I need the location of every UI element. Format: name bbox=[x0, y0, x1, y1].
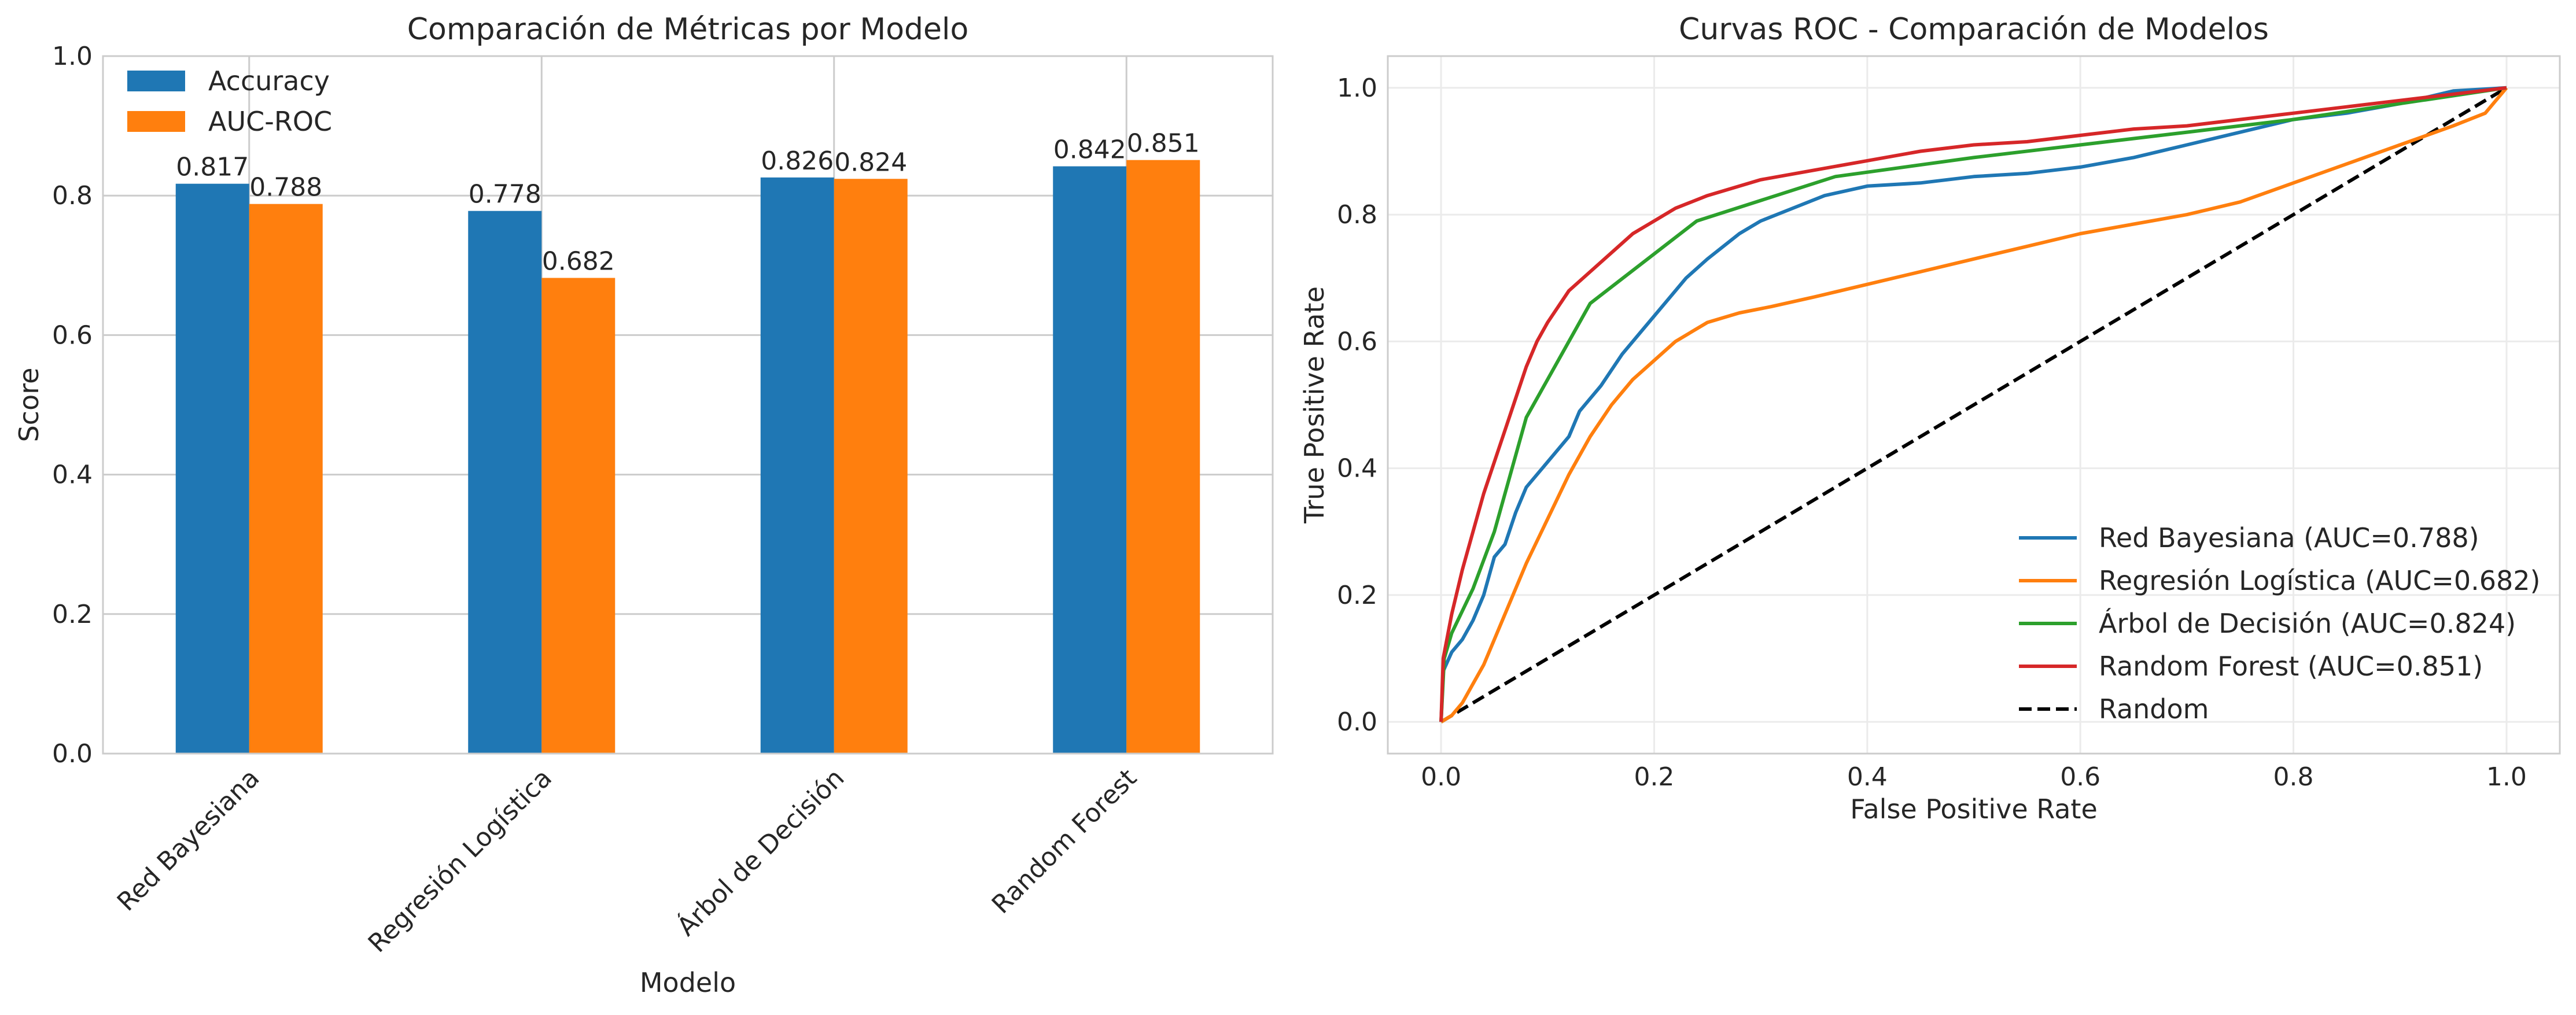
bar-y-ticks: 0.0 0.2 0.4 0.6 0.8 1.0 bbox=[52, 42, 93, 769]
bar-accuracy bbox=[175, 183, 249, 754]
bar-y-tick-label: 0.6 bbox=[52, 320, 93, 350]
roc-y-tick-label: 0.2 bbox=[1337, 581, 1377, 610]
roc-x-axis-label: False Positive Rate bbox=[1850, 793, 2098, 825]
roc-y-tick-label: 0.6 bbox=[1337, 327, 1377, 356]
bar-legend-label: AUC-ROC bbox=[208, 106, 332, 137]
roc-y-ticks: 0.0 0.2 0.4 0.6 0.8 1.0 bbox=[1337, 73, 1377, 737]
roc-x-tick-label: 1.0 bbox=[2486, 762, 2527, 792]
bar-data-label: 0.788 bbox=[249, 173, 322, 202]
bar-data-label: 0.842 bbox=[1053, 135, 1126, 165]
roc-x-tick-label: 0.0 bbox=[1421, 762, 1461, 792]
bar-data-label: 0.824 bbox=[834, 147, 907, 177]
bar-plot-frame bbox=[102, 55, 1274, 755]
bar-y-tick-label: 0.4 bbox=[52, 460, 93, 490]
roc-legend-label: Regresión Logística (AUC=0.682) bbox=[2099, 565, 2540, 596]
roc-chart: Curvas ROC - Comparación de Modelos 0.00… bbox=[1299, 12, 2561, 825]
bar-data-label: 0.851 bbox=[1127, 129, 1200, 158]
roc-y-tick-label: 0.8 bbox=[1337, 200, 1377, 230]
roc-chart-title: Curvas ROC - Comparación de Modelos bbox=[1679, 12, 2269, 47]
roc-x-tick-label: 0.2 bbox=[1634, 762, 1674, 792]
bar-auc-roc bbox=[541, 278, 616, 754]
bar-y-tick-label: 0.8 bbox=[52, 181, 93, 211]
bar-y-tick-label: 0.2 bbox=[52, 600, 93, 629]
roc-line bbox=[1440, 86, 2508, 724]
bar-accuracy bbox=[468, 211, 542, 754]
bar-auc-roc bbox=[249, 204, 323, 754]
roc-legend-label: Random bbox=[2099, 693, 2209, 725]
roc-legend: Red Bayesiana (AUC=0.788) Regresión Logís… bbox=[2019, 522, 2540, 725]
roc-line bbox=[1439, 86, 2507, 722]
bar-legend-label: Accuracy bbox=[208, 65, 330, 97]
bar-legend: Accuracy AUC-ROC bbox=[127, 65, 332, 137]
bar-chart-title: Comparación de Métricas por Modelo bbox=[407, 12, 969, 47]
roc-x-tick-label: 0.8 bbox=[2273, 762, 2314, 792]
bar-legend-swatch bbox=[127, 71, 185, 91]
roc-y-tick-label: 0.4 bbox=[1337, 454, 1377, 483]
bar-accuracy bbox=[760, 177, 834, 754]
roc-x-tick-label: 0.6 bbox=[2060, 762, 2100, 792]
roc-plot-frame bbox=[1387, 55, 2561, 755]
roc-grid bbox=[1388, 56, 2560, 754]
bar-data-label: 0.778 bbox=[469, 180, 541, 209]
bar-y-axis-label: Score bbox=[13, 368, 45, 442]
roc-legend-label: Red Bayesiana (AUC=0.788) bbox=[2099, 522, 2479, 553]
bar-auc-roc bbox=[1126, 160, 1200, 754]
roc-legend-label: Random Forest (AUC=0.851) bbox=[2099, 651, 2483, 682]
bar-bars bbox=[175, 160, 1200, 754]
roc-y-tick-label: 1.0 bbox=[1337, 73, 1377, 103]
bar-data-label: 0.682 bbox=[542, 247, 615, 276]
bar-legend-swatch bbox=[127, 111, 185, 132]
roc-legend-label: Árbol de Decisión (AUC=0.824) bbox=[2099, 608, 2516, 639]
bar-x-axis-label: Modelo bbox=[640, 967, 736, 998]
roc-y-tick-label: 0.0 bbox=[1337, 707, 1377, 737]
bar-y-tick-label: 0.0 bbox=[52, 739, 93, 769]
roc-y-axis-label: True Positive Rate bbox=[1299, 286, 1330, 524]
bar-y-tick-label: 1.0 bbox=[52, 42, 93, 71]
roc-line bbox=[1440, 86, 2508, 724]
bar-data-label: 0.817 bbox=[176, 153, 249, 182]
roc-lines bbox=[1439, 86, 2508, 724]
bar-data-label: 0.826 bbox=[761, 146, 834, 176]
roc-x-tick-label: 0.4 bbox=[1847, 762, 1888, 792]
roc-x-ticks: 0.0 0.2 0.4 0.6 0.8 1.0 bbox=[1421, 762, 2527, 792]
roc-line bbox=[1439, 86, 2507, 722]
bar-auc-roc bbox=[834, 179, 908, 754]
bar-accuracy bbox=[1053, 166, 1127, 754]
roc-line bbox=[1439, 86, 2507, 722]
